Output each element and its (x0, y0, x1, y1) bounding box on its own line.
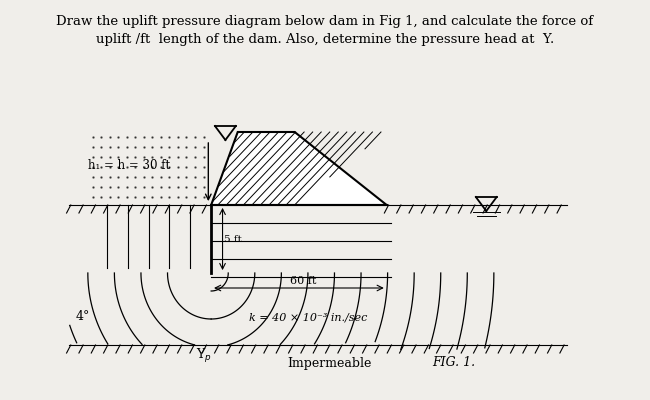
Text: 4°: 4° (76, 310, 90, 324)
Text: 5 ft: 5 ft (224, 234, 242, 244)
Text: uplift /ft  length of the dam. Also, determine the pressure head at  Y.: uplift /ft length of the dam. Also, dete… (96, 34, 554, 46)
Text: k = 40 × 10⁻³ in./sec: k = 40 × 10⁻³ in./sec (249, 313, 368, 323)
Text: Draw the uplift pressure diagram below dam in Fig 1, and calculate the force of: Draw the uplift pressure diagram below d… (57, 16, 593, 28)
Polygon shape (211, 132, 387, 205)
Text: FIG. 1.: FIG. 1. (432, 356, 475, 370)
Text: Impermeable: Impermeable (287, 356, 372, 370)
Text: h₁ = h = 30 ft: h₁ = h = 30 ft (88, 159, 170, 172)
Text: 60 ft: 60 ft (291, 276, 317, 286)
Text: Y$_p$: Y$_p$ (196, 347, 211, 365)
